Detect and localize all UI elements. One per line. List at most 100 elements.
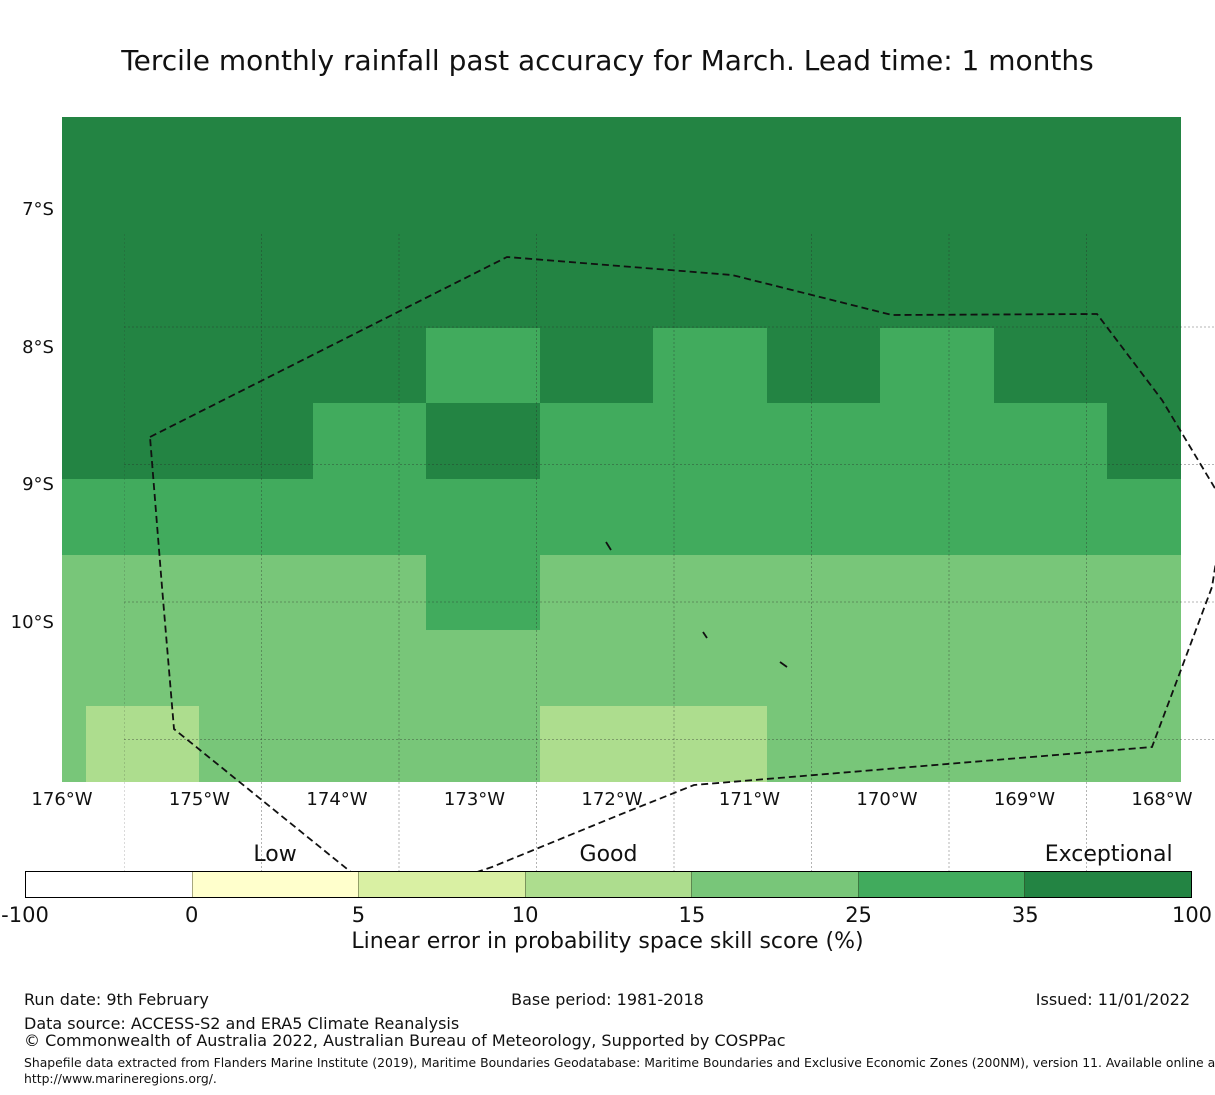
map-cell <box>653 706 768 782</box>
map-cell <box>199 479 314 556</box>
map-cell <box>1107 117 1181 177</box>
map-cell <box>1107 328 1181 404</box>
footer-copyright: © Commonwealth of Australia 2022, Austra… <box>24 1031 786 1050</box>
map-cell <box>1107 555 1181 631</box>
map-cell <box>653 403 768 480</box>
colorbar-segment <box>358 872 525 897</box>
map-cell <box>653 117 768 177</box>
map-cell <box>62 328 87 404</box>
map-cell <box>426 479 541 556</box>
map-cell <box>653 630 768 707</box>
map-cell <box>426 176 541 253</box>
map-cell <box>1107 403 1181 480</box>
map-cell <box>62 176 87 253</box>
footer-issued-date: Issued: 11/01/2022 <box>1035 990 1190 1009</box>
map-cell <box>993 176 1108 253</box>
map-cell <box>85 555 200 631</box>
colorbar-segment <box>524 872 692 897</box>
map-cell <box>653 328 768 404</box>
map-cell <box>85 176 200 253</box>
colorbar-category-label: Good <box>579 842 638 867</box>
lon-tick-label: 173°W <box>443 789 506 810</box>
map-cell <box>85 479 200 556</box>
map-cell <box>880 328 995 404</box>
map-cell <box>62 706 87 782</box>
map-cell <box>199 555 314 631</box>
map-cell <box>880 555 995 631</box>
map-cell <box>199 176 314 253</box>
colorbar-tick-label: 25 <box>845 903 872 927</box>
colorbar-tick-label: 15 <box>678 903 706 927</box>
lat-tick-label: 10°S <box>10 611 54 633</box>
map-cell <box>993 403 1108 480</box>
colorbar-tick-label: 100 <box>1171 903 1213 927</box>
map-cell <box>312 328 427 404</box>
map-cell <box>766 479 881 556</box>
lat-tick-label: 7°S <box>22 199 54 220</box>
lat-tick-label: 9°S <box>22 474 54 495</box>
map-cell <box>199 706 314 782</box>
map-cell <box>85 252 200 329</box>
map-cell <box>766 176 881 253</box>
map-cell <box>653 479 768 556</box>
lon-tick-label: 168°W <box>1131 789 1193 810</box>
map-cell <box>993 479 1108 556</box>
map-cell <box>199 328 314 404</box>
map-cell <box>766 403 881 480</box>
map-cell <box>426 117 541 177</box>
map-cell <box>766 555 881 631</box>
colorbar-tick-label: 10 <box>511 903 539 927</box>
map-cell <box>312 403 427 480</box>
map-cell <box>766 117 881 177</box>
lon-tick-label: 170°W <box>856 789 918 810</box>
map-cell <box>539 630 654 707</box>
map-cell <box>539 706 654 782</box>
map-cell <box>199 630 314 707</box>
map-cell <box>85 117 200 177</box>
map-cell <box>539 117 654 177</box>
map-cell <box>426 403 541 480</box>
map-cell <box>653 555 768 631</box>
lon-tick-label: 171°W <box>718 789 781 810</box>
map-cell <box>539 403 654 480</box>
map-cell <box>62 117 87 177</box>
lon-tick-label: 175°W <box>168 789 231 810</box>
map-cell <box>880 479 995 556</box>
colorbar <box>25 871 1192 898</box>
map-cell <box>426 706 541 782</box>
map-cell <box>199 117 314 177</box>
map-cell <box>880 403 995 480</box>
map-cell <box>312 630 427 707</box>
colorbar-segment <box>857 872 1025 897</box>
map-cell <box>880 176 995 253</box>
footer-base-period: Base period: 1981-2018 <box>511 990 704 1009</box>
map-plot-area <box>62 117 1215 898</box>
map-cell <box>539 328 654 404</box>
map-cell <box>653 176 768 253</box>
map-cell <box>62 555 87 631</box>
map-cell <box>766 252 881 329</box>
lon-tick-label: 169°W <box>993 789 1056 810</box>
map-cell <box>62 252 87 329</box>
footer-data-source: Data source: ACCESS-S2 and ERA5 Climate … <box>24 1014 460 1033</box>
map-cell <box>85 328 200 404</box>
map-cell <box>653 252 768 329</box>
map-cell <box>539 176 654 253</box>
map-cell <box>1107 479 1181 556</box>
footer-run-date: Run date: 9th February <box>24 990 209 1009</box>
map-cell <box>1107 706 1181 782</box>
map-cell <box>993 630 1108 707</box>
map-cell <box>993 706 1108 782</box>
map-cell <box>539 479 654 556</box>
map-cell <box>993 328 1108 404</box>
map-cell <box>312 706 427 782</box>
map-cell <box>880 117 995 177</box>
map-cell <box>426 555 541 631</box>
map-cell <box>766 706 881 782</box>
map-cell <box>426 328 541 404</box>
map-cell <box>312 252 427 329</box>
colorbar-segment <box>191 872 359 897</box>
map-cell <box>312 555 427 631</box>
lon-tick-label: 172°W <box>581 789 643 810</box>
